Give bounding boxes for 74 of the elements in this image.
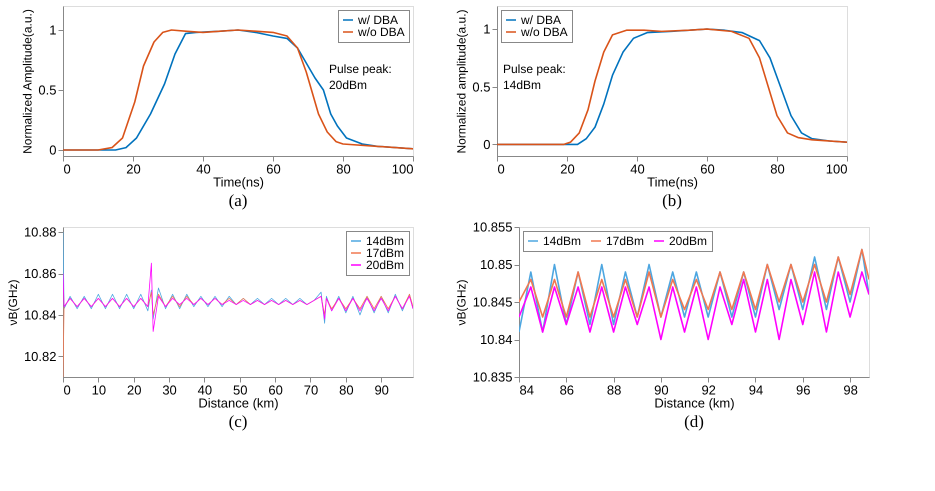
y-tick-label: 0 (483, 136, 490, 152)
x-tick-label: 0 (64, 162, 71, 176)
x-tick-label: 88 (606, 382, 622, 398)
text: (c) (228, 412, 248, 431)
line-series (497, 28, 847, 146)
y-tick-label: 10.82 (24, 348, 56, 364)
x-tick-label: 30 (162, 382, 177, 398)
x-tick-label: 0 (64, 382, 71, 398)
y-tick-label: 1 (49, 22, 56, 38)
legend-label: w/o DBA (357, 25, 405, 39)
x-tick-label: 20 (126, 162, 141, 176)
x-axis-title: Distance (km) (198, 396, 279, 410)
x-tick-label: 60 (268, 382, 283, 398)
y-tick-label: 1 (483, 22, 490, 37)
y-tick-label: 0 (49, 142, 56, 158)
legend-label: 20dBm (669, 234, 708, 248)
annotation: 20dBm (329, 78, 368, 92)
annotation: Pulse peak: (329, 62, 392, 76)
x-tick-label: 40 (630, 162, 645, 176)
legend-label: 17dBm (366, 246, 404, 260)
legend-label: 17dBm (606, 234, 644, 248)
y-tick-label: 10.845 (472, 294, 512, 310)
y-tick-label: 10.835 (472, 370, 512, 384)
y-tick-label: 0.5 (38, 82, 56, 98)
annotation: Pulse peak: (503, 62, 566, 76)
line-series (519, 248, 869, 318)
x-tick-label: 50 (233, 382, 248, 398)
line-series (519, 271, 869, 340)
y-tick-label: 10.86 (24, 266, 56, 282)
y-tick-label: 10.84 (24, 307, 56, 322)
x-tick-label: 90 (654, 382, 669, 398)
y-tick-label: 10.88 (24, 224, 56, 240)
y-tick-label: 10.855 (472, 220, 512, 234)
x-tick-label: 96 (796, 382, 811, 398)
legend-label: 14dBm (366, 234, 404, 248)
y-axis-title: νB(GHz) (454, 280, 469, 326)
x-tick-label: 40 (198, 382, 212, 398)
x-tick-label: 100 (392, 162, 414, 176)
text: (b) (662, 191, 682, 210)
x-tick-label: 98 (843, 382, 858, 398)
x-tick-label: 60 (700, 162, 715, 176)
legend-label: w/ DBA (520, 13, 562, 27)
x-tick-label: 10 (92, 382, 106, 398)
x-tick-label: 90 (374, 382, 389, 398)
x-tick-label: 84 (520, 382, 534, 398)
x-tick-label: 80 (336, 162, 351, 176)
x-tick-label: 92 (701, 382, 716, 398)
y-axis-title: Normalized amplitude(a.u.) (454, 9, 468, 154)
text: (d) (684, 412, 704, 431)
x-axis-title: Time(ns) (213, 174, 264, 190)
x-axis-title: Distance (km) (654, 396, 735, 410)
legend-label: 14dBm (543, 234, 582, 248)
annotation: 14dBm (503, 78, 542, 92)
legend-label: w/ DBA (357, 13, 398, 27)
x-tick-label: 40 (196, 162, 211, 176)
x-tick-label: 70 (304, 382, 318, 398)
line-series (63, 29, 413, 151)
y-tick-label: 10.85 (480, 257, 512, 272)
x-tick-label: 20 (560, 162, 575, 176)
x-tick-label: 20 (126, 382, 142, 398)
x-axis-title: Time(ns) (647, 174, 698, 190)
x-tick-label: 100 (826, 162, 848, 176)
x-tick-label: 86 (560, 382, 574, 398)
text: (a) (228, 191, 248, 210)
y-tick-label: 10.84 (480, 332, 512, 347)
y-tick-label: 0.5 (472, 79, 490, 94)
x-tick-label: 94 (748, 382, 764, 398)
x-tick-label: 80 (770, 162, 785, 176)
x-tick-label: 80 (339, 382, 354, 398)
legend-label: 20dBm (366, 258, 404, 272)
x-tick-label: 60 (266, 162, 281, 176)
y-axis-title: Normalized Amplitude(a.u.) (20, 9, 34, 154)
legend-label: w/o DBA (520, 25, 568, 39)
y-axis-title: νB(GHz) (6, 280, 20, 326)
